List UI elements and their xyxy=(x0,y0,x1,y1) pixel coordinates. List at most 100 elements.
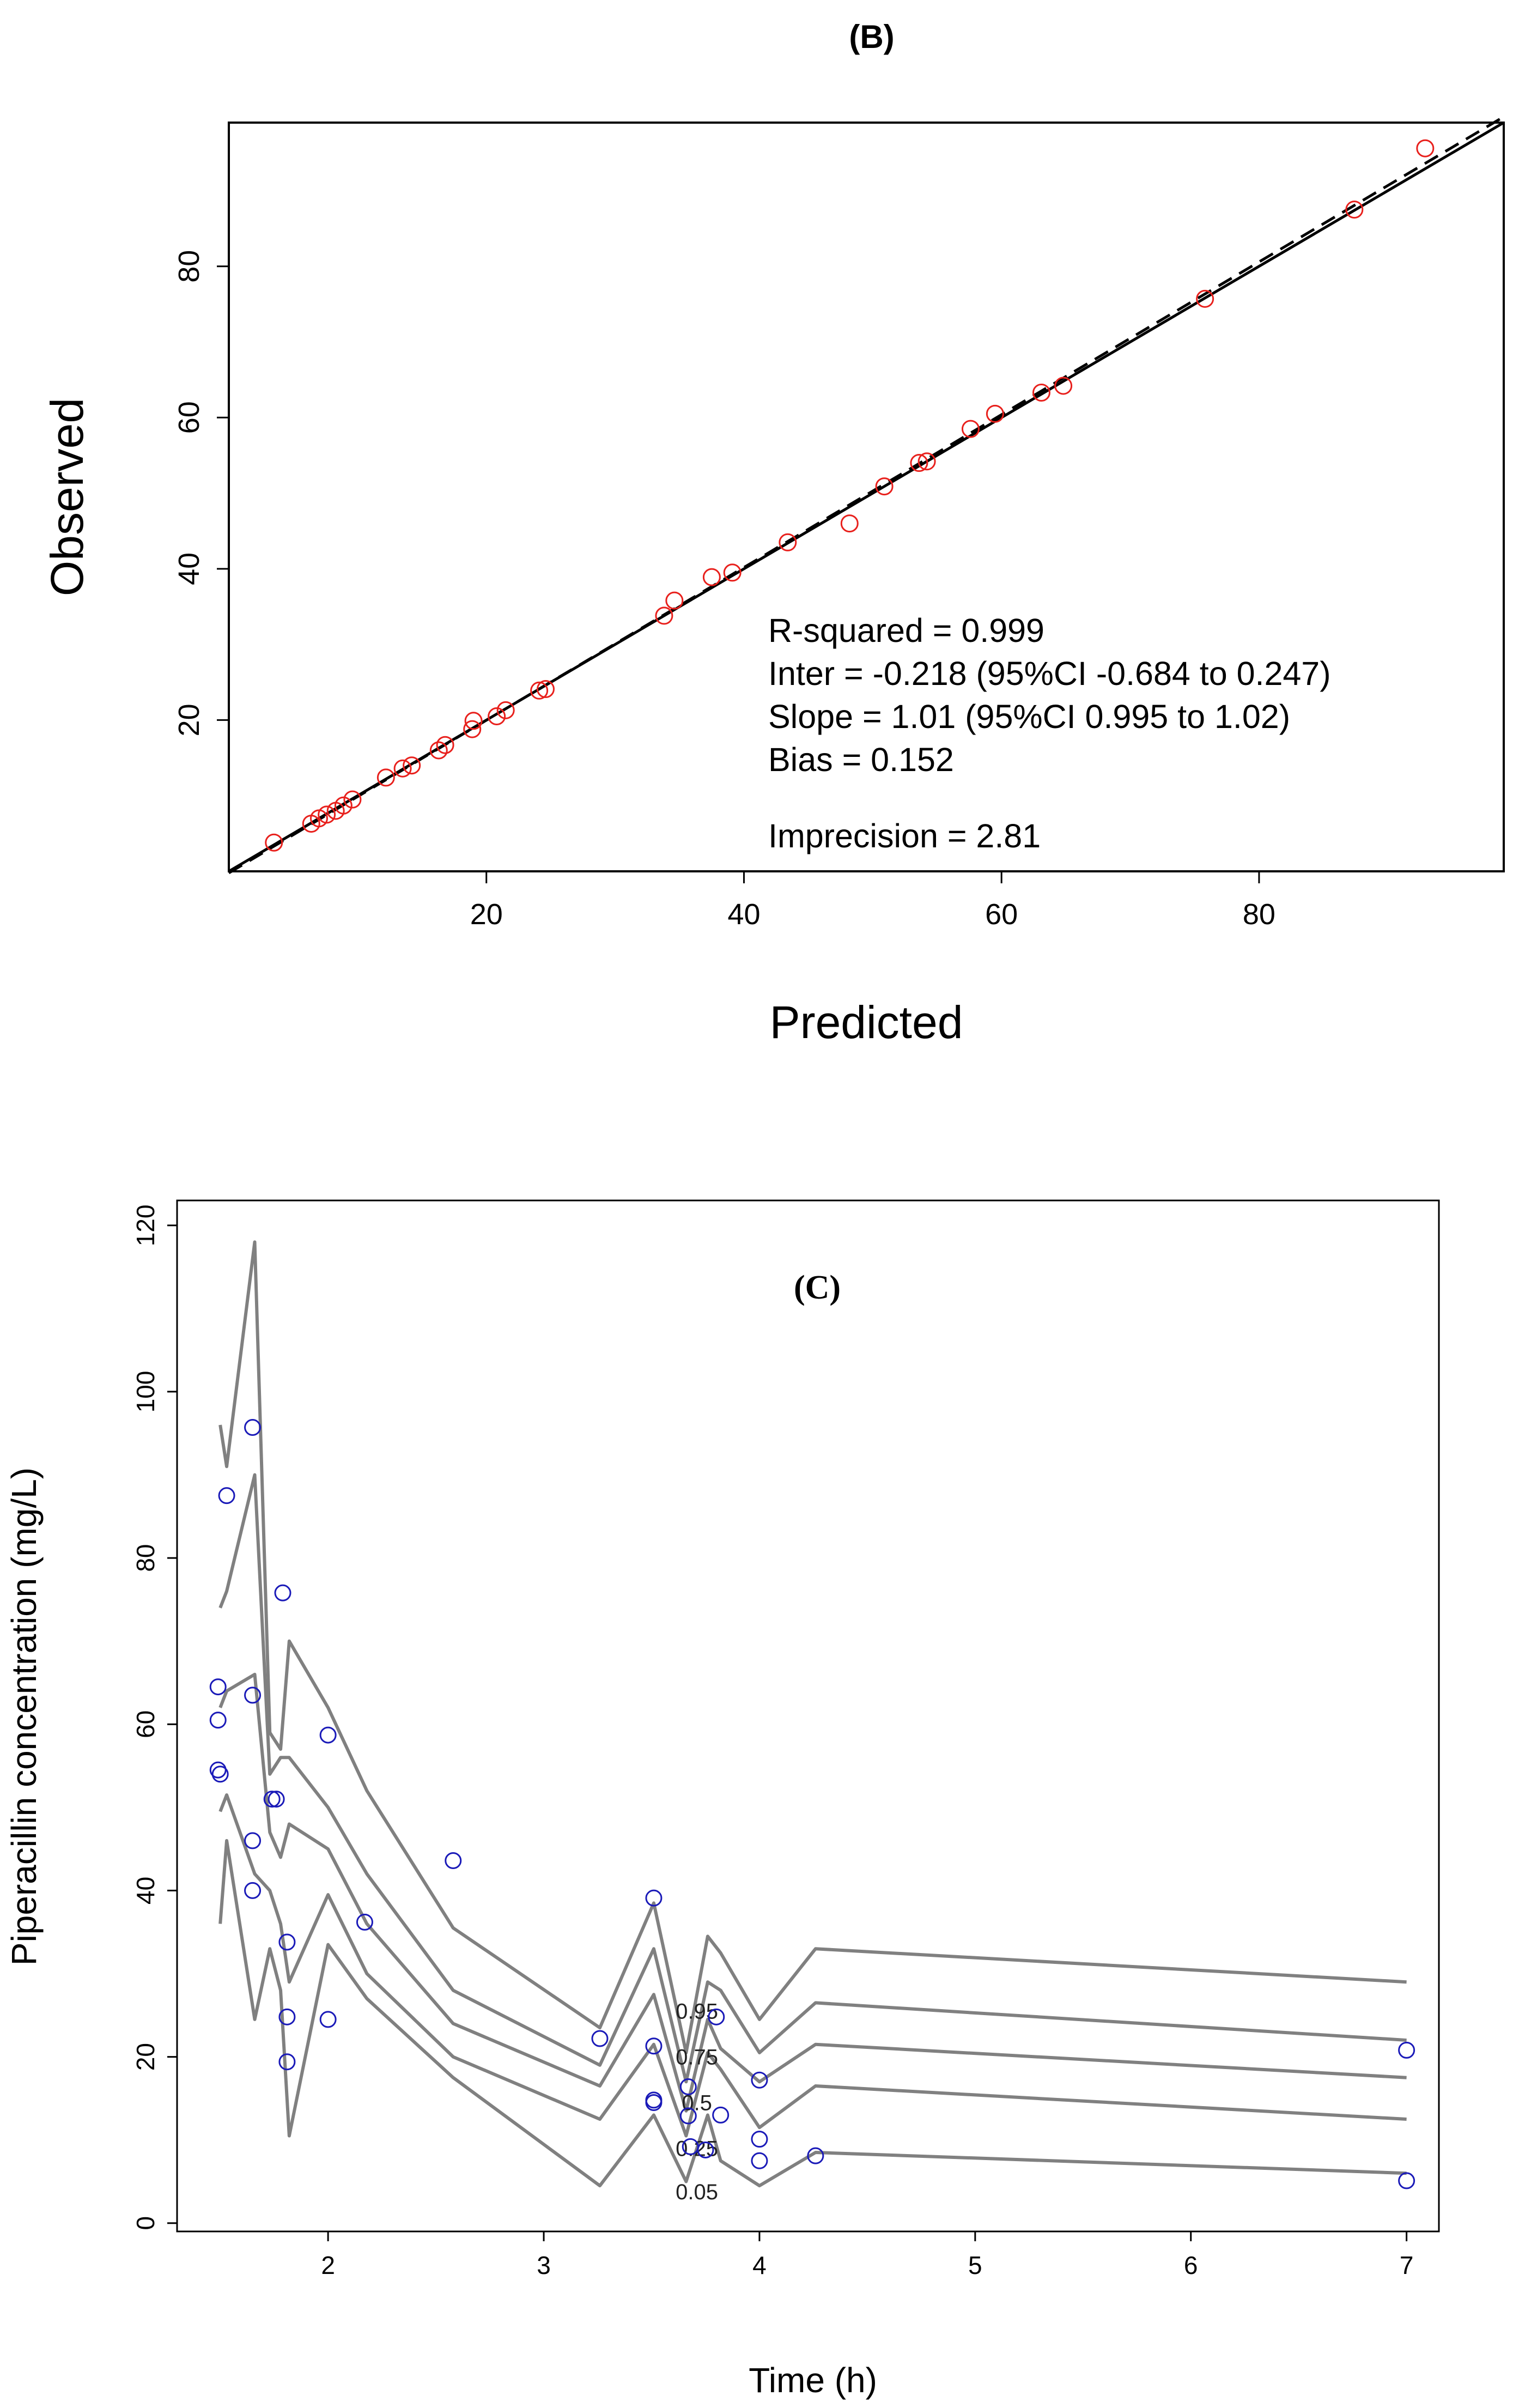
confidence-band-0.95 xyxy=(220,1242,1407,2053)
observed-point xyxy=(278,2053,296,2071)
data-point xyxy=(265,833,283,852)
x-tick-label: 2 xyxy=(321,2251,335,2279)
panel-c-percentile-labels: 0.950.750.50.250.05 xyxy=(676,2000,718,2204)
y-tick-label: 60 xyxy=(173,401,205,434)
percentile-label: 0.5 xyxy=(682,2091,712,2115)
percentile-line-0.5 xyxy=(218,1672,1407,2113)
panel-b-y-axis: 20 40 60 80 xyxy=(173,250,230,736)
observed-point xyxy=(244,1687,262,1704)
observed-point xyxy=(268,1791,285,1808)
observed-point xyxy=(712,2106,730,2124)
observed-point xyxy=(263,1791,281,1808)
percentile-label: 0.05 xyxy=(676,2180,718,2204)
observed-point xyxy=(708,2008,725,2025)
data-point xyxy=(918,452,936,471)
data-point xyxy=(723,563,742,582)
data-point xyxy=(436,736,454,754)
data-point xyxy=(910,454,928,472)
percentile-line-0.25 xyxy=(218,1793,1407,2138)
panel-b-y-axis-title: Observed xyxy=(41,398,93,596)
data-point xyxy=(1416,139,1435,157)
x-tick-label: 3 xyxy=(537,2251,551,2279)
x-tick-label: 6 xyxy=(1184,2251,1198,2279)
data-point xyxy=(655,606,673,625)
data-point xyxy=(429,741,448,760)
data-point xyxy=(376,768,395,787)
y-tick-label: 100 xyxy=(131,1371,160,1413)
percentile-line-0.75 xyxy=(218,1473,1407,2084)
data-point xyxy=(702,568,721,586)
panel-b-statistics-box: R-squared = 0.999 Inter = -0.218 (95%CI … xyxy=(768,612,1331,854)
y-tick-label: 80 xyxy=(131,1544,160,1572)
data-point xyxy=(1345,201,1364,219)
confidence-band-0.05 xyxy=(220,1840,1407,2186)
y-tick-label: 20 xyxy=(173,703,205,736)
observed-point xyxy=(807,2147,824,2164)
panel-b-x-axis-title: Predicted xyxy=(770,997,963,1048)
y-tick-label: 20 xyxy=(131,2043,160,2071)
data-point xyxy=(875,477,894,496)
data-point xyxy=(334,796,353,815)
panel-c-label: (C) xyxy=(794,1269,841,1306)
panel-b-chart: (B) 20 40 60 80 20 40 60 80 Predicted Observed… xyxy=(41,19,1505,1048)
y-tick-label: 80 xyxy=(173,250,205,283)
panel-c-x-axis-title: Time (h) xyxy=(749,2361,877,2400)
data-point xyxy=(665,591,684,610)
data-point xyxy=(961,420,980,438)
data-point xyxy=(464,712,483,730)
observed-point xyxy=(1398,2041,1415,2059)
y-tick-label: 120 xyxy=(131,1204,160,1246)
observed-point xyxy=(445,1852,462,1869)
panel-c-y-axis-title: Piperacillin concentration (mg/L) xyxy=(4,1467,44,1966)
panel-c-observed-points xyxy=(209,1419,1415,2189)
data-point xyxy=(496,701,515,719)
data-point xyxy=(318,805,336,824)
stat-intercept: Inter = -0.218 (95%CI -0.684 to 0.247) xyxy=(768,655,1331,692)
stat-slope: Slope = 1.01 (95%CI 0.995 to 1.02) xyxy=(768,698,1290,735)
panel-c-x-axis: 2 3 4 5 6 7 xyxy=(321,2230,1414,2279)
panel-c-y-axis: 0 20 40 60 80 100 120 xyxy=(131,1204,178,2230)
x-tick-label: 4 xyxy=(752,2251,767,2279)
stat-imprecision: Imprecision = 2.81 xyxy=(768,817,1041,854)
panel-b-x-axis: 20 40 60 80 xyxy=(470,870,1275,931)
percentile-line-0.05 xyxy=(218,1839,1407,2188)
data-point xyxy=(530,681,549,700)
regression-line xyxy=(228,116,1505,875)
observed-point xyxy=(751,2071,768,2089)
data-point xyxy=(393,759,412,778)
observed-point xyxy=(697,2141,714,2158)
data-point xyxy=(343,790,362,809)
panel-c-plot-frame xyxy=(176,1199,1440,2233)
observed-point xyxy=(751,2152,768,2169)
observed-point xyxy=(645,2037,663,2055)
observed-point xyxy=(278,1933,296,1951)
observed-point xyxy=(244,1419,262,1436)
percentile-line-0.95 xyxy=(218,1240,1407,2054)
observed-point xyxy=(679,2107,697,2125)
stat-r-squared: R-squared = 0.999 xyxy=(768,612,1044,649)
observed-point xyxy=(218,1487,235,1505)
data-point xyxy=(536,680,555,699)
y-tick-label: 40 xyxy=(173,553,205,585)
observed-point xyxy=(356,1913,373,1931)
panel-b-points xyxy=(265,139,1435,852)
stat-bias: Bias = 0.152 xyxy=(768,741,954,778)
panel-b-label: (B) xyxy=(849,19,894,55)
observed-point xyxy=(274,1584,291,1602)
observed-point xyxy=(751,2131,768,2148)
confidence-band-0.25 xyxy=(220,1794,1407,2136)
data-point xyxy=(840,514,859,533)
data-point xyxy=(1032,383,1050,402)
observed-point xyxy=(645,2094,663,2111)
data-point xyxy=(1054,377,1073,395)
x-tick-label: 5 xyxy=(968,2251,982,2279)
data-point xyxy=(779,533,797,551)
observed-point xyxy=(211,1766,229,1783)
x-tick-label: 7 xyxy=(1400,2251,1414,2279)
x-tick-label: 40 xyxy=(727,898,760,931)
y-tick-label: 0 xyxy=(131,2216,160,2230)
observed-point xyxy=(1398,2172,1415,2189)
x-tick-label: 20 xyxy=(470,898,503,931)
